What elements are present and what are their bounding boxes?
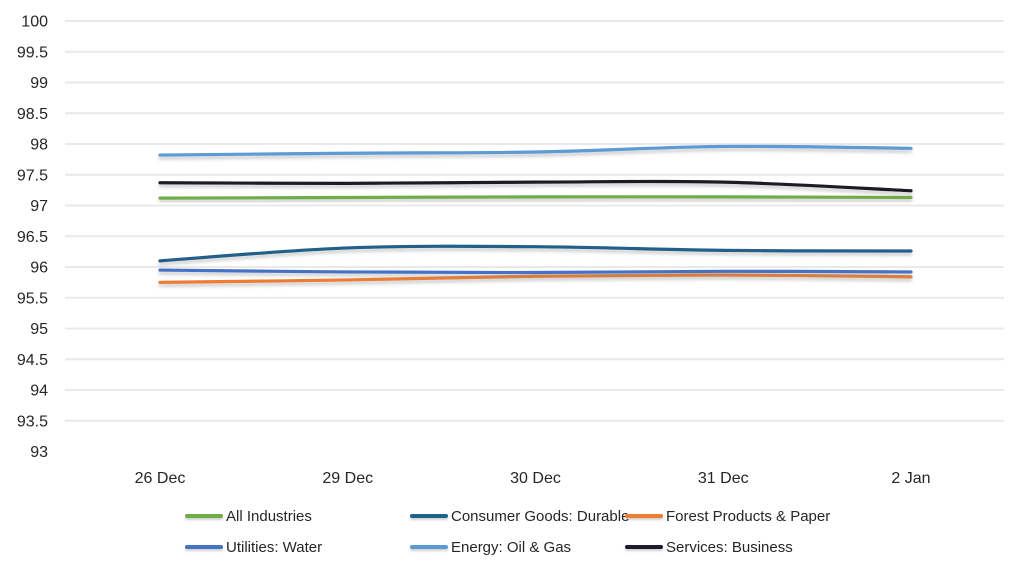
series-line-all-industries (158, 195, 913, 200)
y-axis-label: 99.5 (17, 44, 48, 61)
legend-label-services-business: Services: Business (666, 538, 793, 556)
legend-label-forest-products-paper: Forest Products & Paper (666, 507, 831, 525)
y-axis-label: 98 (30, 137, 48, 154)
x-axis-label-26-dec: 26 Dec (135, 470, 186, 487)
x-axis-label-30-dec: 30 Dec (510, 470, 561, 487)
y-axis-label: 97 (30, 198, 48, 215)
legend-item-all-industries: All Industries (185, 507, 312, 525)
y-axis-label: 96 (30, 260, 48, 277)
series-line-utilities-water (158, 268, 913, 275)
y-axis-label: 96.5 (17, 229, 48, 246)
legend-label-utilities-water: Utilities: Water (226, 538, 323, 556)
y-axis-label: 93.5 (17, 413, 48, 430)
legend-label-energy-oil-gas: Energy: Oil & Gas (451, 538, 572, 556)
legend-marker-all-industries (185, 514, 223, 518)
legend-item-utilities-water: Utilities: Water (185, 538, 323, 556)
y-axis-label: 94 (30, 383, 48, 400)
legend-marker-utilities-water (185, 545, 223, 549)
legend-item-consumer-goods-durable: Consumer Goods: Durable (410, 507, 630, 525)
series-line-consumer-goods-durable (158, 244, 913, 263)
y-axis-label: 100 (21, 14, 48, 31)
y-axis-label: 97.5 (17, 167, 48, 184)
y-axis-label: 94.5 (17, 352, 48, 369)
y-axis-label: 95.5 (17, 290, 48, 307)
legend-marker-services-business (625, 545, 663, 549)
x-axis-label-29-dec: 29 Dec (322, 470, 373, 487)
legend-marker-energy-oil-gas (410, 545, 448, 549)
legend-marker-consumer-goods-durable (410, 514, 448, 518)
series-line-energy-oil-gas (158, 144, 913, 157)
legend-label-consumer-goods-durable: Consumer Goods: Durable (451, 507, 630, 525)
legend-item-energy-oil-gas: Energy: Oil & Gas (410, 538, 572, 556)
y-axis-label: 99 (30, 75, 48, 92)
y-axis-label: 98.5 (17, 106, 48, 123)
x-axis-label-31-dec: 31 Dec (698, 470, 749, 487)
x-axis: 26 Dec 29 Dec 30 Dec 31 Dec 2 Jan (135, 470, 931, 487)
legend-item-services-business: Services: Business (625, 538, 793, 556)
series-line-forest-products-paper (158, 273, 913, 284)
gridlines-group (65, 20, 1004, 422)
series-group (158, 144, 913, 284)
legend-marker-forest-products-paper (625, 514, 663, 518)
legend-label-all-industries: All Industries (226, 507, 312, 525)
y-axis-label: 95 (30, 321, 48, 338)
series-line-services-business (158, 179, 913, 193)
legend-item-forest-products-paper: Forest Products & Paper (625, 507, 831, 525)
y-axis-label: 93 (30, 444, 48, 461)
y-axis: 100 99.5 99 98.5 98 97.5 97 96.5 96 95.5 95 94.5 94 9… (17, 14, 48, 462)
x-axis-label-2-jan: 2 Jan (891, 470, 930, 487)
